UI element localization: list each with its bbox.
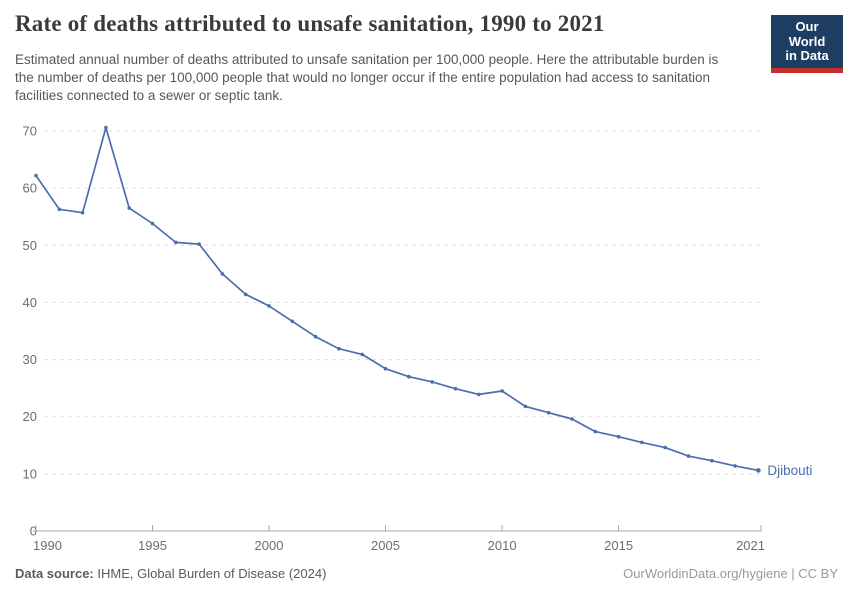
data-point[interactable] <box>313 334 318 339</box>
data-point[interactable] <box>710 458 714 463</box>
x-axis-label: 2000 <box>255 538 284 553</box>
data-source: Data source: IHME, Global Burden of Dise… <box>15 566 326 581</box>
owid-logo: Our World in Data <box>771 15 843 73</box>
y-axis-label: 40 <box>23 295 37 310</box>
x-axis-label: 2015 <box>604 538 633 553</box>
data-point[interactable] <box>290 319 295 324</box>
data-point[interactable] <box>174 240 178 245</box>
x-axis-label: 2010 <box>488 538 517 553</box>
data-point[interactable] <box>453 386 458 391</box>
x-axis-label: 2005 <box>371 538 400 553</box>
owid-logo-line2: in Data <box>785 48 829 64</box>
data-point[interactable] <box>220 272 225 276</box>
chart-footer: Data source: IHME, Global Burden of Dise… <box>15 566 838 581</box>
x-axis-label: 1995 <box>138 538 167 553</box>
data-point[interactable] <box>267 304 271 308</box>
owid-logo-line1: Our World <box>788 19 826 49</box>
y-axis-label: 50 <box>23 238 37 253</box>
data-point[interactable] <box>383 366 388 371</box>
data-point[interactable] <box>80 210 85 215</box>
data-point[interactable] <box>546 410 551 415</box>
data-point[interactable] <box>640 440 644 445</box>
y-axis-label: 70 <box>23 124 37 139</box>
x-axis-label: 2021 <box>736 538 765 553</box>
x-axis-label: 1990 <box>33 538 62 553</box>
data-point[interactable] <box>523 404 528 409</box>
y-axis-label: 20 <box>23 409 37 424</box>
data-point[interactable] <box>593 429 598 434</box>
page-subtitle: Estimated annual number of deaths attrib… <box>15 52 719 103</box>
data-point[interactable] <box>616 434 621 439</box>
data-point[interactable] <box>150 221 155 226</box>
data-point[interactable] <box>500 389 504 393</box>
data-point[interactable] <box>337 346 341 351</box>
page-title: Rate of deaths attributed to unsafe sani… <box>15 11 605 36</box>
data-source-label: Data source: <box>15 566 94 581</box>
data-point[interactable] <box>360 352 365 357</box>
data-point[interactable] <box>756 468 761 473</box>
y-axis-label: 60 <box>23 181 37 196</box>
data-point[interactable] <box>243 292 248 297</box>
series-end-label[interactable]: Djibouti <box>767 463 812 478</box>
data-point[interactable] <box>477 392 481 397</box>
attribution-link[interactable]: OurWorldinData.org/hygiene | CC BY <box>623 566 838 581</box>
data-point[interactable] <box>57 207 62 212</box>
y-axis-label: 10 <box>23 466 37 481</box>
data-point[interactable] <box>34 173 38 178</box>
data-point[interactable] <box>127 206 131 210</box>
data-source-value: IHME, Global Burden of Disease (2024) <box>93 566 327 581</box>
data-point[interactable] <box>663 445 667 450</box>
data-point[interactable] <box>104 125 108 130</box>
data-point[interactable] <box>686 454 691 458</box>
data-point[interactable] <box>197 242 201 246</box>
data-point[interactable] <box>733 464 737 468</box>
y-axis-label: 30 <box>23 352 37 367</box>
data-point[interactable] <box>407 374 411 379</box>
data-point[interactable] <box>570 417 574 421</box>
series-line[interactable] <box>35 126 760 472</box>
data-point[interactable] <box>430 380 435 384</box>
